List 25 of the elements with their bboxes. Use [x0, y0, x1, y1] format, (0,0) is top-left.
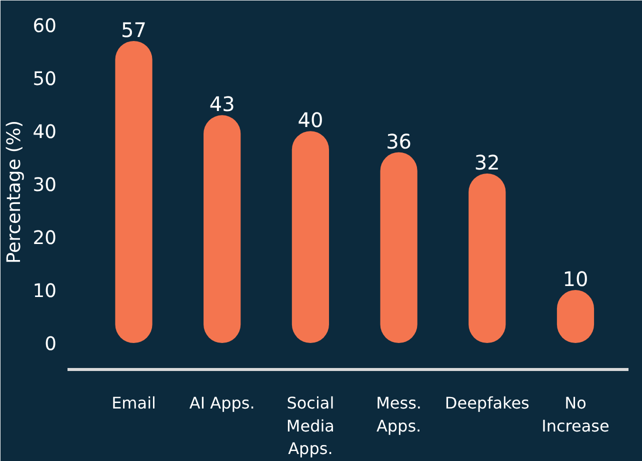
- x-tick-label: Email: [112, 394, 156, 412]
- x-tick-label: Social Media Apps.: [286, 394, 334, 458]
- x-tick-label: Deepfakes: [444, 394, 530, 412]
- data-label: 43: [209, 92, 235, 116]
- y-tick-label: 10: [32, 281, 57, 302]
- y-tick-label: 40: [32, 122, 57, 144]
- bar: [468, 173, 506, 344]
- y-tick-label: 0: [44, 334, 57, 356]
- x-tick-label: Mess. Apps.: [376, 394, 422, 436]
- y-tick-label: 60: [32, 16, 57, 38]
- data-label: 36: [386, 129, 412, 154]
- bar: [115, 40, 152, 344]
- data-label: 10: [562, 267, 588, 292]
- data-label: 40: [298, 108, 324, 132]
- y-axis-title: Percentage (%): [4, 120, 25, 264]
- bar: [292, 131, 330, 344]
- y-tick-label: 20: [32, 228, 57, 250]
- x-tick-label: No Increase: [542, 394, 610, 436]
- x-tick-label: AI Apps.: [189, 394, 255, 412]
- data-label: 57: [121, 18, 146, 42]
- bar: [204, 115, 241, 344]
- data-label: 32: [474, 150, 500, 174]
- y-tick-label: 50: [32, 69, 57, 90]
- bar: [380, 152, 418, 344]
- y-tick-label: 30: [32, 175, 57, 196]
